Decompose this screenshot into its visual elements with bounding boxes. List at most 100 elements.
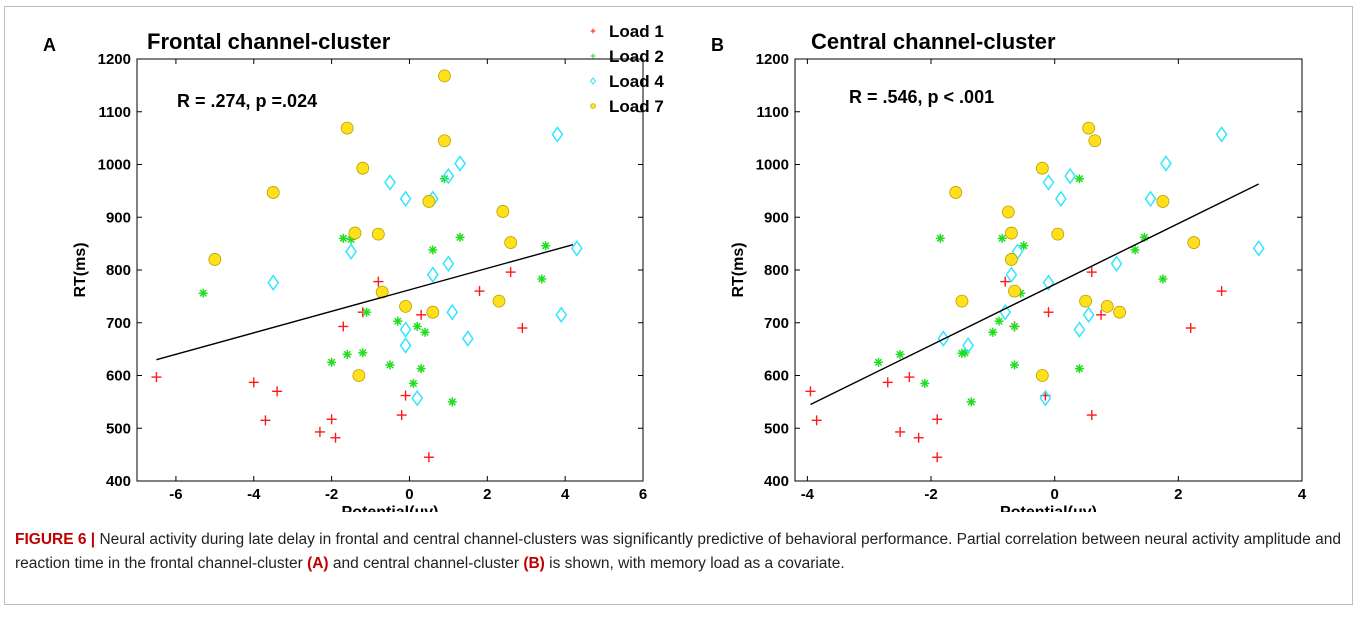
data-point [342,349,352,359]
data-point [1035,161,1049,175]
y-tick-label: 700 [764,315,789,332]
series-load-4 [937,126,1265,407]
data-point [384,174,396,191]
data-point [1086,410,1097,421]
correlation-annotation: R = .546, p < .001 [849,87,994,107]
data-point [895,426,906,437]
data-point [422,195,436,208]
caption-figure-label: FIGURE 6 | [15,531,96,548]
x-tick-label: 2 [483,486,491,503]
data-point [895,349,905,359]
data-point [267,274,280,291]
data-point [1100,299,1114,313]
data-point [208,253,222,266]
data-point [438,134,451,148]
legend-marker [590,103,596,109]
y-tick-label: 1100 [98,104,131,121]
data-point [399,337,412,354]
x-tick-label: 4 [1298,486,1307,503]
y-tick-label: 500 [764,420,789,437]
data-point [570,240,583,257]
data-point [151,372,162,383]
data-point [455,232,465,242]
y-tick-label: 900 [106,209,131,226]
data-point [882,377,893,388]
x-tick-label: -4 [801,486,815,503]
data-point [805,386,816,397]
data-point [1160,155,1172,172]
x-tick-label: -2 [325,486,338,503]
x-axis-label: Potential(μv) [342,504,439,512]
data-point [1215,126,1228,143]
data-point [517,323,528,334]
y-tick-label: 400 [106,473,131,490]
series-load-7 [208,69,518,382]
data-point [260,415,271,426]
legend-label: Load 4 [609,72,664,91]
data-point [438,69,451,83]
data-point [988,327,998,337]
data-point [932,452,943,463]
data-point [314,426,325,437]
legend-marker [590,53,596,59]
data-point [416,309,427,320]
data-point [1008,284,1021,298]
data-point [340,121,354,135]
data-point [327,357,337,367]
panel-label: A [43,35,56,55]
data-point [997,233,1007,243]
data-point [412,321,422,331]
data-point [1079,294,1092,308]
data-point [1051,227,1065,241]
data-point [505,267,516,278]
data-point [949,186,963,199]
data-point [408,378,418,388]
legend-marker [589,77,597,85]
chart-title: Central channel-cluster [811,29,1056,54]
data-point [454,155,466,172]
data-point [1001,205,1015,219]
data-point [1074,174,1084,184]
data-point [1005,226,1018,240]
data-point [345,243,357,260]
data-point [393,316,403,326]
y-tick-label: 900 [764,209,789,226]
data-point [198,288,208,298]
panel-label: B [711,35,724,55]
data-point [1005,253,1018,266]
data-point [1158,274,1168,284]
data-point [551,126,564,143]
x-tick-label: -6 [169,486,182,503]
data-point [474,286,485,297]
data-point [1086,267,1097,278]
data-point [446,303,459,321]
data-point [373,276,384,287]
data-point [461,330,474,347]
x-tick-label: -2 [924,486,937,503]
legend-label: Load 1 [609,22,664,41]
data-point [1088,134,1102,148]
data-point [400,390,411,401]
regression-line [156,244,574,361]
data-point [352,369,366,382]
data-point [428,245,438,255]
data-point [358,348,368,358]
data-point [920,378,930,388]
data-point [416,364,426,374]
data-point [1082,121,1096,135]
data-point [330,432,341,443]
figure-caption: FIGURE 6 | Neural activity during late d… [15,528,1345,576]
data-point [396,410,407,421]
data-point [1009,360,1019,370]
data-point [1043,307,1054,318]
data-point [873,357,883,367]
y-tick-label: 1000 [756,157,789,174]
data-point [375,285,389,299]
x-tick-label: 4 [561,486,570,503]
data-point [935,233,945,243]
series-load-4 [267,126,583,407]
series-load-2 [873,174,1168,407]
data-point [1185,323,1196,334]
x-tick-label: 2 [1174,486,1182,503]
x-tick-label: 0 [1051,486,1059,503]
